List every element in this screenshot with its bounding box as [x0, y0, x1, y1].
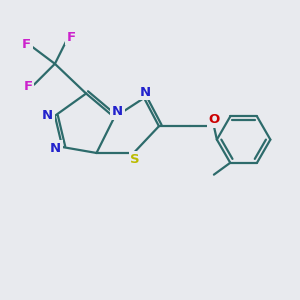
Text: F: F	[67, 31, 76, 44]
Text: F: F	[24, 80, 33, 93]
Text: S: S	[130, 153, 140, 166]
Text: F: F	[22, 38, 31, 51]
Text: O: O	[208, 113, 220, 126]
Text: N: N	[42, 109, 53, 122]
Text: N: N	[112, 105, 123, 118]
Text: N: N	[140, 85, 151, 98]
Text: N: N	[50, 142, 61, 155]
